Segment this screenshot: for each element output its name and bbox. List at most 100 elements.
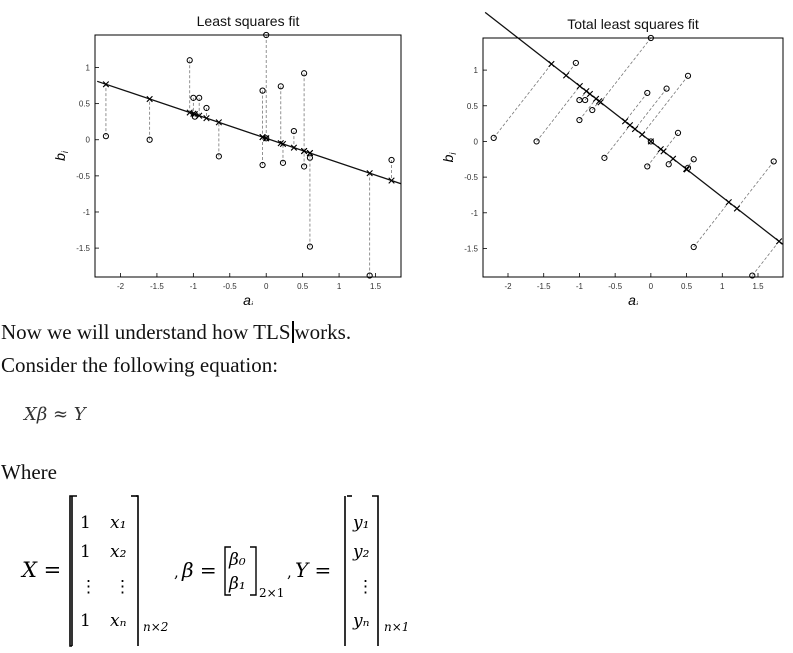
data-point <box>644 89 651 97</box>
projected-point-marker <box>366 169 373 177</box>
y-dots: ⋮ <box>357 577 374 597</box>
x-tick-label: 1 <box>337 282 342 291</box>
least-squares-chart-svg: Least squares fit -2 -1.5 -1 -0.5 0 0.5 1 1.5 -1.… <box>55 13 402 305</box>
fit-line <box>96 80 402 185</box>
y-dims: n×1 <box>384 620 409 634</box>
x-matrix-r3c2: ⋮ <box>114 577 131 597</box>
x-matrix-r2c2: x₂ <box>110 542 127 562</box>
projection-line <box>600 37 652 103</box>
x-tick-label: -1.5 <box>150 282 164 291</box>
data-point <box>301 163 308 170</box>
x-matrix-r1c1: 1 <box>80 513 91 533</box>
y-tick-label: 0.5 <box>467 102 479 111</box>
projected-point-marker <box>682 165 690 173</box>
projected-point-marker <box>660 148 667 155</box>
x-tick-label: -2 <box>117 282 125 291</box>
data-point <box>259 161 266 169</box>
x-tick-label: -2 <box>504 282 512 291</box>
projected-point-marker <box>548 60 555 68</box>
data-point <box>190 94 197 101</box>
intro-sentence: Now we will understand how TLS works. <box>1 319 351 345</box>
projection-line <box>751 241 780 276</box>
x-tick-label: -1 <box>190 282 198 291</box>
y-tick-label: -0.5 <box>76 172 90 181</box>
projected-point-marker <box>279 140 287 148</box>
projected-point-marker <box>626 121 634 129</box>
projection-line <box>604 124 631 159</box>
x-tick-label: 0.5 <box>297 282 309 291</box>
x-tick-label: -0.5 <box>608 282 622 291</box>
beta-vector-lhs: β = <box>181 558 217 582</box>
projected-point-marker <box>195 112 203 119</box>
data-point <box>690 156 697 163</box>
y-tick-label: 0 <box>474 137 479 146</box>
projection-line <box>579 98 597 121</box>
data-point <box>306 243 314 250</box>
data-point <box>572 59 579 67</box>
y-vector-lhs: Y = <box>295 558 331 582</box>
data-point <box>290 127 297 135</box>
projected-point-marker <box>562 72 570 79</box>
y-tick-label: -1 <box>83 208 91 217</box>
projection-line <box>693 201 730 248</box>
x-matrix-r4c1: 1 <box>80 611 91 631</box>
projected-point-marker <box>215 119 223 126</box>
x-tick-label: 1.5 <box>752 282 764 291</box>
x-tick-label: 0 <box>264 282 269 291</box>
x-matrix-right-bracket <box>136 495 139 646</box>
data-point <box>203 104 210 112</box>
y-tick-label: 0.5 <box>79 100 91 109</box>
main-equation: Xβ ≈ Y <box>24 404 86 425</box>
y-tick-label: -0.5 <box>464 173 478 182</box>
data-point <box>388 156 395 164</box>
intro-text-tail: works. <box>294 320 352 344</box>
projection-line <box>536 85 581 142</box>
data-point <box>582 96 589 104</box>
projected-point-marker <box>733 205 741 212</box>
y-2: y₂ <box>352 542 370 562</box>
projection-line <box>641 75 689 135</box>
matrix-definitions: X = 1 x₁ 1 x₂ ⋮ ⋮ 1 xₙ n×2 , β = β₀ β₁ 2… <box>20 495 409 647</box>
data-point <box>663 85 670 92</box>
data-point <box>674 129 682 136</box>
x-matrix-r1c2: x₁ <box>110 513 126 533</box>
data-point <box>196 94 203 101</box>
y-tick-label: 0 <box>86 136 91 145</box>
projected-point-marker <box>669 155 677 162</box>
projection-line <box>624 92 648 122</box>
data-point <box>490 134 497 141</box>
projected-point-marker <box>583 88 590 95</box>
x-tick-label: 1 <box>720 282 725 291</box>
y-axis-label: bi <box>440 152 458 163</box>
data-point <box>215 153 222 160</box>
x-matrix-lhs: X = <box>20 558 61 582</box>
text-cursor <box>291 321 294 343</box>
data-point <box>259 87 266 94</box>
data-point <box>277 83 284 90</box>
projected-point-marker <box>300 147 308 155</box>
x-tick-label: 0.5 <box>681 282 693 291</box>
projected-point-marker <box>638 131 646 138</box>
beta-0: β₀ <box>228 550 246 570</box>
projection-line <box>646 148 662 167</box>
y-axis-label: bi <box>55 150 70 161</box>
y-tick-label: -1.5 <box>76 244 90 253</box>
data-point <box>690 243 697 251</box>
data-point <box>533 138 540 145</box>
projected-point-marker <box>597 99 604 106</box>
y-tick-label: 1 <box>86 64 91 73</box>
intro-text: Now we will understand how TLS <box>1 320 291 344</box>
consider-sentence: Consider the following equation: <box>1 353 279 377</box>
data-point <box>665 161 672 168</box>
y-n: yₙ <box>352 611 370 631</box>
beta-left-bracket <box>224 546 231 596</box>
data-point <box>684 72 692 79</box>
x-matrix-r4c2: xₙ <box>110 611 127 631</box>
data-point <box>601 154 608 161</box>
x-matrix-r2c1: 1 <box>80 542 91 562</box>
data-point <box>191 113 198 120</box>
projected-point-marker <box>576 82 583 90</box>
y-tick-label: 1 <box>474 66 479 75</box>
projected-point-marker <box>631 125 639 133</box>
plot-frame <box>94 34 402 278</box>
